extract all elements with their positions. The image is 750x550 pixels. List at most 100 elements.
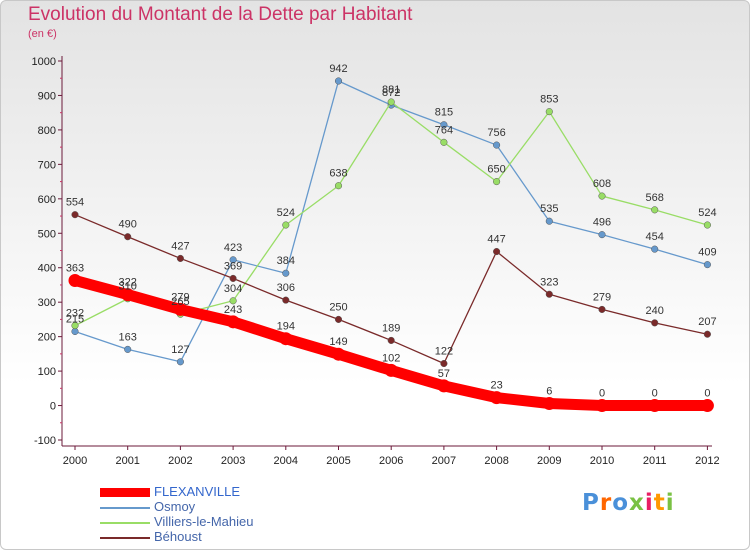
legend-label: FLEXANVILLE: [154, 484, 240, 499]
data-point-b-houst: [493, 247, 501, 256]
y-tick-label: 800: [38, 125, 56, 137]
data-point-osmoy: [176, 358, 184, 366]
data-label-b-houst: 189: [382, 322, 400, 334]
data-point-villiers-le-mahieu: [440, 138, 448, 146]
data-label-villiers-le-mahieu: 764: [435, 124, 453, 136]
data-point-osmoy: [598, 231, 606, 239]
data-point-flexanville: [437, 379, 451, 393]
data-point-flexanville: [226, 315, 240, 329]
data-label-villiers-le-mahieu: 650: [487, 164, 505, 176]
y-tick-label: 300: [38, 297, 56, 309]
data-point-b-houst: [334, 315, 343, 323]
data-label-osmoy: 384: [277, 255, 295, 267]
data-point-osmoy: [282, 269, 290, 277]
x-tick-label: 2011: [643, 455, 667, 467]
x-tick-label: 2008: [484, 455, 508, 467]
data-point-flexanville: [68, 273, 82, 287]
data-label-osmoy: 756: [487, 127, 505, 139]
chart-title: Evolution du Montant de la Dette par Hab…: [28, 4, 413, 25]
data-label-flexanville: 6: [546, 385, 552, 397]
data-label-villiers-le-mahieu: 524: [698, 207, 716, 219]
data-label-villiers-le-mahieu: 524: [277, 207, 295, 219]
legend-swatch: [100, 507, 150, 509]
data-point-osmoy: [703, 261, 711, 269]
data-label-flexanville: 23: [490, 380, 502, 392]
data-label-b-houst: 369: [224, 260, 242, 272]
data-point-villiers-le-mahieu: [282, 221, 290, 229]
y-tick-label: 600: [38, 194, 56, 206]
data-label-villiers-le-mahieu: 310: [119, 281, 137, 293]
data-label-b-houst: 279: [593, 291, 611, 303]
series-line-osmoy: [74, 80, 709, 363]
data-point-flexanville: [121, 288, 135, 302]
data-label-villiers-le-mahieu: 638: [329, 168, 347, 180]
y-tick-label: 500: [38, 228, 56, 240]
data-label-b-houst: 250: [329, 301, 347, 313]
data-point-villiers-le-mahieu: [598, 192, 606, 200]
legend-swatch: [100, 522, 150, 524]
x-tick-label: 2009: [537, 455, 561, 467]
y-tick-label: 700: [38, 159, 56, 171]
data-label-b-houst: 554: [66, 197, 84, 209]
y-tick-label: 200: [38, 332, 56, 344]
data-label-villiers-le-mahieu: 608: [593, 178, 611, 190]
data-label-osmoy: 409: [698, 247, 716, 259]
data-label-b-houst: 427: [171, 240, 189, 252]
proxiti-logo: Proxiti: [582, 490, 675, 516]
y-tick-label: 400: [38, 263, 56, 275]
data-point-osmoy: [545, 217, 553, 225]
x-tick-label: 2006: [379, 455, 403, 467]
x-tick-label: 2010: [590, 455, 614, 467]
x-tick-label: 2004: [274, 455, 298, 467]
y-tick-label: 1000: [32, 56, 56, 68]
y-tick-label: 900: [38, 90, 56, 102]
data-label-b-houst: 122: [435, 346, 453, 358]
x-tick-label: 2002: [168, 455, 192, 467]
data-point-osmoy: [493, 141, 501, 149]
legend-label: Villiers-le-Mahieu: [154, 514, 254, 529]
data-point-flexanville: [542, 396, 556, 410]
x-tick-label: 2005: [326, 455, 350, 467]
data-label-flexanville: 243: [224, 304, 242, 316]
data-label-osmoy: 127: [171, 344, 189, 356]
data-point-b-houst: [651, 319, 659, 327]
data-label-b-houst: 207: [698, 316, 716, 328]
data-label-osmoy: 215: [66, 313, 84, 325]
data-point-flexanville: [279, 332, 293, 346]
data-label-villiers-le-mahieu: 232: [66, 308, 84, 320]
data-point-flexanville: [595, 399, 609, 413]
y-tick-label: 100: [38, 366, 56, 378]
data-point-villiers-le-mahieu: [493, 178, 501, 186]
data-label-osmoy: 535: [540, 203, 558, 215]
data-label-flexanville: 363: [66, 262, 84, 274]
data-label-flexanville: 102: [382, 352, 400, 364]
data-label-flexanville: 0: [599, 388, 605, 400]
data-label-osmoy: 496: [593, 217, 611, 229]
data-point-villiers-le-mahieu: [71, 322, 79, 330]
data-point-flexanville: [332, 347, 345, 361]
data-point-flexanville: [384, 363, 398, 377]
data-label-villiers-le-mahieu: 265: [171, 296, 189, 308]
data-point-b-houst: [176, 254, 184, 262]
data-label-osmoy: 423: [224, 242, 242, 254]
data-point-b-houst: [229, 274, 237, 282]
data-point-villiers-le-mahieu: [545, 108, 553, 116]
data-label-b-houst: 306: [277, 282, 295, 294]
data-point-b-houst: [282, 296, 290, 304]
data-point-villiers-le-mahieu: [703, 221, 711, 229]
legend-swatch: [100, 537, 150, 539]
data-label-osmoy: 815: [435, 107, 453, 119]
chart-subtitle: (en €): [28, 28, 57, 40]
data-point-b-houst: [71, 211, 79, 219]
data-label-villiers-le-mahieu: 568: [646, 192, 664, 204]
data-label-villiers-le-mahieu: 853: [540, 94, 558, 106]
y-tick-label: -100: [34, 435, 56, 447]
data-label-b-houst: 323: [540, 276, 558, 288]
data-point-osmoy: [334, 77, 343, 85]
legend-label: Béhoust: [154, 529, 202, 544]
data-point-flexanville: [700, 399, 714, 413]
series-line-villiers-le-mahieu: [74, 101, 709, 327]
data-label-villiers-le-mahieu: 881: [382, 84, 400, 96]
data-label-flexanville: 57: [438, 368, 450, 380]
